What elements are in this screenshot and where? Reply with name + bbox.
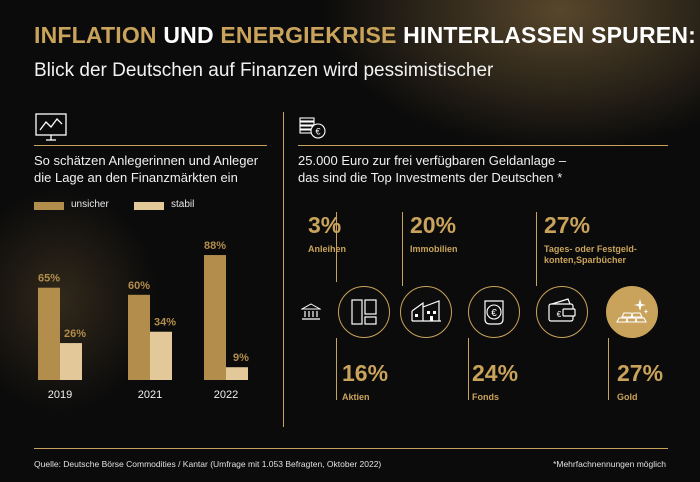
left-section-text: So schätzen Anlegerinnen und Anleger die…: [34, 152, 258, 186]
right-section-text: 25.000 Euro zur frei verfügbaren Geldanl…: [298, 152, 566, 186]
investment-anleihen-label: Anleihen: [308, 244, 347, 254]
connector-immobilien: [402, 212, 403, 286]
bank-building-icon: [301, 303, 321, 320]
footer-source: Quelle: Deutsche Börse Commodities / Kan…: [34, 459, 382, 469]
investment-aktien-pct: 16%: [342, 360, 389, 386]
gold-circle: [606, 286, 658, 338]
investment-aktien-label: Aktien: [342, 392, 370, 402]
data-label-unsicher-2021: 60%: [128, 280, 150, 292]
x-tick-label-2022: 2022: [214, 389, 238, 401]
center-separator: [283, 112, 284, 427]
investment-fonds-pct: 24%: [472, 360, 519, 386]
investment-anleihen-pct: 3%: [308, 212, 342, 238]
legend-swatch-unsicher: [34, 202, 64, 210]
right-text-line1: 25.000 Euro zur frei verfügbaren Geldanl…: [298, 153, 567, 168]
investment-immobilien-label: Immobilien: [410, 244, 458, 254]
page-title: INFLATION UND ENERGIEKRISE HINTERLASSEN …: [34, 22, 696, 49]
svg-text:€: €: [315, 127, 320, 137]
right-text-line2: das sind die Top Investments der Deutsch…: [298, 170, 563, 185]
wallet-icon: €: [548, 298, 576, 322]
legend-label-stabil: stabil: [171, 199, 195, 210]
investment-immobilien-pct: 20%: [410, 212, 457, 238]
title-inflation: INFLATION: [34, 22, 157, 48]
bar-unsicher-2019: [38, 287, 60, 380]
data-label-unsicher-2022: 88%: [204, 240, 226, 252]
investment-festgeld-pct: 27%: [544, 212, 591, 238]
title-energiekrise: ENERGIEKRISE: [220, 22, 397, 48]
gold-bars-icon: [616, 299, 649, 323]
data-label-stabil-2019: 26%: [64, 328, 86, 340]
connector-aktien: [336, 338, 337, 400]
investment-gold-label: Gold: [617, 392, 638, 402]
document-icon: [351, 299, 377, 325]
data-label-unsicher-2019: 65%: [38, 273, 60, 285]
house-icon: [411, 300, 441, 322]
title-und: UND: [156, 22, 221, 48]
euro-coins-icon: €: [299, 117, 326, 139]
page-subtitle: Blick der Deutschen auf Finanzen wird pe…: [34, 60, 494, 81]
left-text-line1: So schätzen Anlegerinnen und Anleger: [34, 153, 259, 168]
investment-fonds-label: Fonds: [472, 392, 499, 402]
left-divider: [34, 145, 267, 146]
connector-fonds: [468, 338, 469, 400]
connector-gold: [608, 338, 609, 400]
svg-text:€: €: [491, 308, 497, 319]
bar-stabil-2022: [226, 367, 248, 380]
festgeld-circle: €: [536, 286, 588, 338]
immobilien-circle: [400, 286, 452, 338]
euro-jar-icon: €: [484, 300, 504, 325]
title-rest: HINTERLASSEN SPUREN:: [396, 22, 696, 48]
data-label-stabil-2022: 9%: [233, 352, 249, 364]
aktien-circle: [338, 286, 390, 338]
footer-note: *Mehrfachnennungen möglich: [553, 459, 666, 469]
festgeld-label-line2: konten,Sparbücher: [544, 255, 627, 265]
investment-gold-pct: 27%: [617, 360, 664, 386]
x-tick-label-2021: 2021: [138, 389, 162, 401]
bar-unsicher-2022: [204, 255, 226, 380]
festgeld-label-line1: Tages- oder Festgeld-: [544, 244, 637, 254]
data-label-stabil-2021: 34%: [154, 317, 176, 329]
connector-festgeld: [536, 212, 537, 286]
bar-stabil-2021: [150, 331, 172, 380]
x-tick-label-2019: 2019: [48, 389, 72, 401]
left-text-line2: die Lage an den Finanzmärkten ein: [34, 170, 238, 185]
investment-festgeld-label: Tages- oder Festgeld- konten,Sparbücher: [544, 244, 637, 266]
connector-anleihen: [336, 212, 337, 282]
legend-swatch-stabil: [134, 202, 164, 210]
right-divider: [298, 145, 668, 146]
chart-board-icon: [35, 113, 67, 141]
bar-unsicher-2021: [128, 294, 150, 380]
svg-text:€: €: [557, 310, 562, 319]
bar-chart: 65% 26% 2019 60% 34% 2021 88% 9% 2022: [38, 240, 249, 401]
footer-divider: [34, 448, 668, 449]
bar-stabil-2019: [60, 343, 82, 380]
legend-label-unsicher: unsicher: [71, 199, 109, 210]
fonds-circle: €: [468, 286, 520, 338]
